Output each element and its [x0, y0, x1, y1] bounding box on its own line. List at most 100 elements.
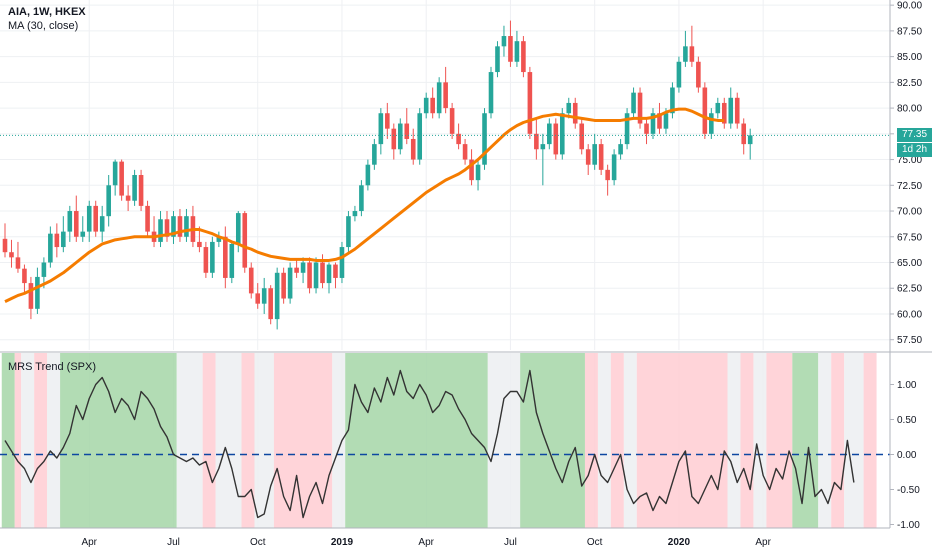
- candle-body: [177, 216, 183, 237]
- price-tick-label: 62.50: [897, 284, 922, 295]
- price-tick-label: 57.50: [897, 335, 922, 346]
- candle-body: [73, 211, 79, 237]
- candle-body: [203, 247, 209, 273]
- time-tick-label: Jul: [504, 537, 517, 548]
- indicator-zone: [1, 353, 15, 528]
- candle-body: [391, 128, 397, 150]
- indicator-zone: [332, 353, 346, 528]
- candle-body: [592, 144, 597, 165]
- candle-body: [242, 213, 248, 268]
- candle-body: [462, 144, 468, 160]
- indicator-tick-label: 1.00: [897, 380, 917, 391]
- candle-body: [125, 195, 131, 201]
- candle-body: [313, 262, 319, 289]
- candle-body: [540, 144, 546, 150]
- candle-body: [553, 123, 559, 155]
- candle-body: [670, 87, 675, 114]
- candle-body: [715, 102, 721, 114]
- indicator-zone: [34, 353, 48, 528]
- candle-body: [274, 272, 280, 320]
- candle-body: [683, 46, 688, 62]
- candle-body: [644, 123, 649, 134]
- candle-body: [145, 205, 150, 232]
- candle-body: [385, 113, 390, 129]
- candle-body: [22, 268, 27, 284]
- candle-body: [566, 102, 572, 114]
- indicator-zone: [597, 353, 611, 528]
- indicator-zone: [792, 353, 819, 528]
- candle-body: [534, 133, 539, 150]
- candle-body: [501, 36, 507, 47]
- indicator-zone: [844, 353, 864, 528]
- last-price-label: 77.35: [897, 128, 932, 143]
- indicator-zone: [863, 353, 877, 528]
- candle-body: [547, 123, 552, 145]
- indicator-zone: [818, 353, 832, 528]
- indicator-zone: [21, 353, 35, 528]
- time-tick-label: 2019: [331, 537, 354, 548]
- candle-body: [171, 216, 176, 237]
- candle-body: [741, 123, 747, 145]
- time-tick-label: Apr: [418, 537, 434, 548]
- candle-body: [514, 41, 520, 62]
- indicator-zone: [623, 353, 637, 528]
- candle-body: [61, 231, 66, 248]
- candle-body: [430, 97, 435, 114]
- candle-body: [80, 231, 86, 237]
- price-tick-label: 90.00: [897, 1, 922, 12]
- candle-body: [378, 113, 384, 145]
- candle-body: [2, 238, 8, 253]
- time-tick-label: Apr: [755, 537, 771, 548]
- ma-label: MA (30, close): [8, 20, 79, 32]
- candle-body: [346, 216, 351, 248]
- candle-body: [300, 262, 306, 273]
- candle-body: [333, 264, 338, 278]
- price-tick-label: 60.00: [897, 309, 922, 320]
- indicator-zone: [176, 353, 203, 528]
- candle-body: [734, 97, 740, 124]
- candle-body: [138, 175, 144, 206]
- candle-body: [326, 264, 332, 284]
- price-tick-label: 80.00: [897, 104, 922, 115]
- candle-body: [482, 113, 487, 165]
- candle-body: [689, 46, 695, 62]
- indicator-zone: [254, 353, 274, 528]
- candle-body: [235, 213, 241, 244]
- indicator-tick-label: 0.00: [897, 450, 917, 461]
- indicator-zone: [584, 353, 598, 528]
- indicator-zone: [215, 353, 242, 528]
- time-tick-label: 2020: [668, 537, 691, 548]
- candle-body: [48, 233, 53, 263]
- main-legend: AIA, 1W, HKEX MA (30, close): [8, 5, 86, 33]
- candle-body: [99, 216, 105, 232]
- candle-body: [93, 205, 99, 232]
- symbol-label: AIA, 1W, HKEX: [8, 6, 86, 18]
- candle-body: [35, 276, 40, 309]
- candle-body: [663, 113, 669, 129]
- time-tick-label: Jul: [167, 537, 180, 548]
- candle-body: [527, 72, 533, 134]
- candle-body: [54, 233, 60, 248]
- candle-body: [475, 164, 481, 181]
- candle-body: [423, 97, 429, 114]
- candle-body: [508, 36, 513, 62]
- indicator-zones: [1, 353, 877, 528]
- candle-body: [229, 243, 235, 278]
- candle-body: [287, 267, 293, 299]
- candle-body: [372, 144, 377, 165]
- price-tick-label: 67.50: [897, 232, 922, 243]
- candle-body: [702, 87, 708, 134]
- candle-body: [417, 113, 423, 160]
- candle-body: [320, 262, 325, 284]
- price-tick-label: 70.00: [897, 207, 922, 218]
- candle-body: [223, 236, 228, 278]
- time-tick-label: Oct: [587, 537, 603, 548]
- indicator-zone: [727, 353, 741, 528]
- candle-body: [268, 288, 273, 320]
- candle-body: [281, 272, 286, 299]
- indicator-series: [4, 369, 855, 519]
- candle-body: [631, 92, 636, 114]
- candle-body: [106, 185, 111, 217]
